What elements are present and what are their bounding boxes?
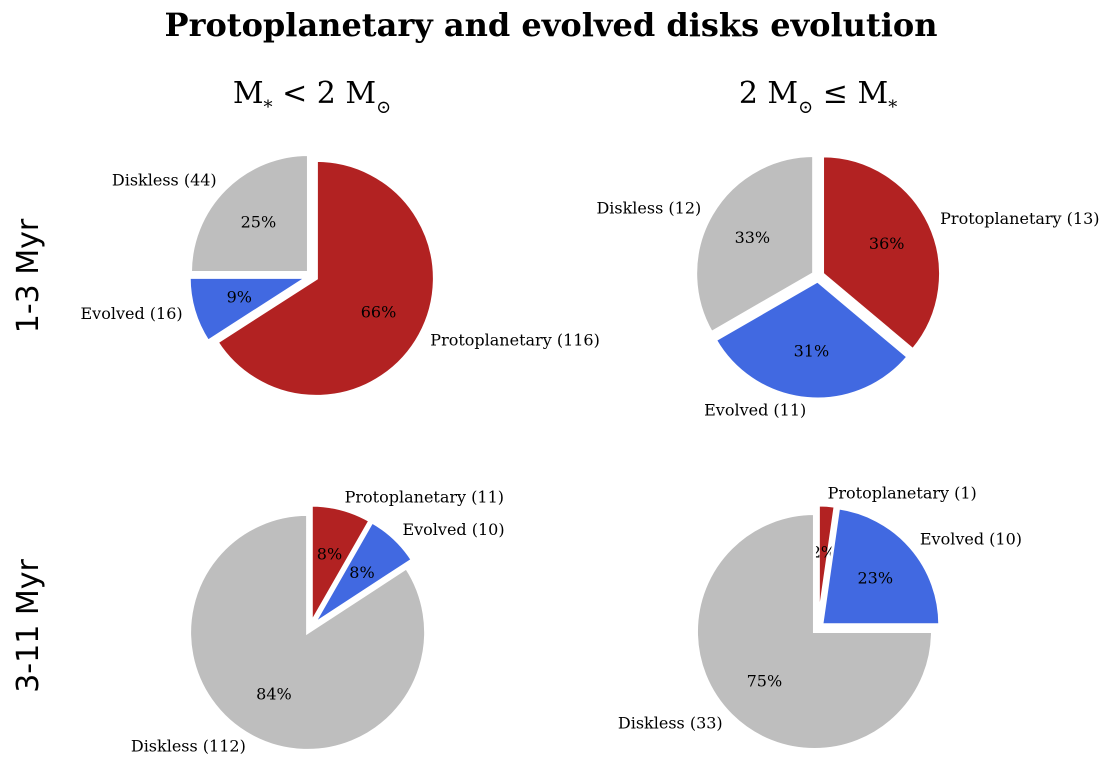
slice-name-label: Protoplanetary (11) <box>345 488 504 507</box>
pie-chart-1: 66% Protoplanetary (116) 9% Evolved (16) 25%… <box>81 152 600 398</box>
chart-title: Protoplanetary and evolved disks evoluti… <box>165 6 938 44</box>
slice-name-label: Protoplanetary (116) <box>430 331 600 350</box>
slice-name-label: Evolved (11) <box>704 400 806 419</box>
slice-name-label: Diskless (12) <box>596 199 701 218</box>
row-label-1-3-myr: 1-3 Myr <box>11 218 46 333</box>
pie-slice-diskless <box>694 153 816 335</box>
slice-percent-label: 84% <box>256 685 292 704</box>
pie-slice-evolved <box>187 275 313 344</box>
pie-chart-2: 36% Protoplanetary (13) 31% Evolved (11) 33%… <box>596 153 1100 419</box>
slice-name-label: Protoplanetary (13) <box>940 209 1099 228</box>
pie-chart-3: 8% Protoplanetary (11) 8% Evolved (10) 84% Di… <box>131 488 505 756</box>
pie-slice-protoplanetary <box>821 154 943 352</box>
slice-percent-label: 25% <box>241 212 277 231</box>
pie-chart-4: 2% Protoplanetary (1) 23% Evolved (10) 75% Di… <box>618 484 1022 751</box>
pie-slice-diskless <box>695 512 934 751</box>
pie-slice-diskless <box>188 152 310 274</box>
slice-percent-label: 9% <box>227 287 252 306</box>
slice-percent-label: 31% <box>794 342 830 361</box>
slice-percent-label: 2% <box>811 542 836 561</box>
pie-slice-protoplanetary <box>215 158 436 398</box>
slice-percent-label: 66% <box>361 302 397 321</box>
slice-name-label: Diskless (44) <box>112 171 217 190</box>
slice-percent-label: 36% <box>869 234 905 253</box>
slice-percent-label: 75% <box>747 672 783 691</box>
slice-name-label: Evolved (16) <box>81 304 183 323</box>
pie-charts: 66% Protoplanetary (116) 9% Evolved (16) 25%… <box>81 152 1100 756</box>
column-title-high-mass: 2 M⊙ ≤ M* <box>739 76 897 118</box>
slice-percent-label: 23% <box>858 568 894 587</box>
pie-slice-protoplanetary <box>309 503 372 629</box>
column-title-low-mass: M* < 2 M⊙ <box>233 76 391 118</box>
pie-slice-protoplanetary <box>816 503 837 624</box>
pie-slice-evolved <box>312 519 415 626</box>
pie-slice-evolved <box>713 279 911 401</box>
slice-name-label: Evolved (10) <box>920 530 1022 549</box>
pie-slice-diskless <box>188 512 428 752</box>
slice-percent-label: 33% <box>735 228 771 247</box>
slice-name-label: Protoplanetary (1) <box>828 484 977 503</box>
slice-percent-label: 8% <box>317 545 342 564</box>
slice-name-label: Diskless (33) <box>618 713 723 732</box>
pie-slice-evolved <box>820 506 942 627</box>
slice-percent-label: 8% <box>349 563 374 582</box>
row-label-3-11-myr: 3-11 Myr <box>11 559 46 693</box>
slice-name-label: Evolved (10) <box>402 520 504 539</box>
slice-name-label: Diskless (112) <box>131 737 246 756</box>
